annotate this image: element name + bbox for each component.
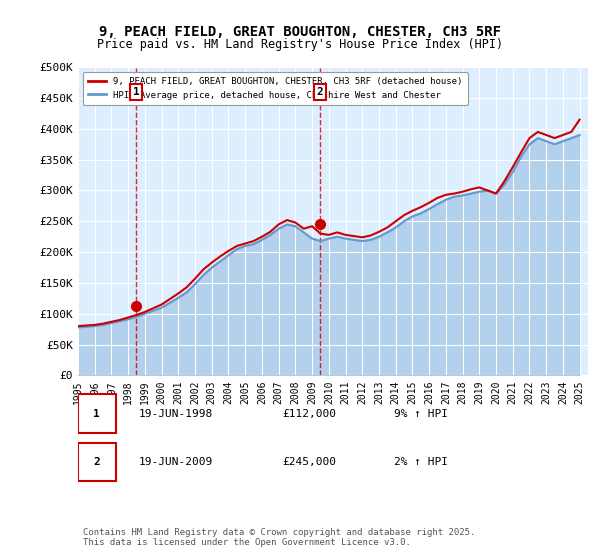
Text: Contains HM Land Registry data © Crown copyright and database right 2025.
This d: Contains HM Land Registry data © Crown c… — [83, 528, 475, 547]
Text: 1: 1 — [94, 409, 100, 418]
FancyBboxPatch shape — [78, 394, 116, 433]
Text: 2% ↑ HPI: 2% ↑ HPI — [394, 457, 448, 467]
Text: 1: 1 — [133, 87, 139, 97]
Text: 19-JUN-1998: 19-JUN-1998 — [139, 409, 214, 418]
Text: 2: 2 — [94, 457, 100, 467]
Text: 9, PEACH FIELD, GREAT BOUGHTON, CHESTER, CH3 5RF: 9, PEACH FIELD, GREAT BOUGHTON, CHESTER,… — [99, 25, 501, 39]
Legend: 9, PEACH FIELD, GREAT BOUGHTON, CHESTER, CH3 5RF (detached house), HPI: Average : 9, PEACH FIELD, GREAT BOUGHTON, CHESTER,… — [83, 72, 468, 105]
Text: 9% ↑ HPI: 9% ↑ HPI — [394, 409, 448, 418]
Text: Price paid vs. HM Land Registry's House Price Index (HPI): Price paid vs. HM Land Registry's House … — [97, 38, 503, 50]
Text: 19-JUN-2009: 19-JUN-2009 — [139, 457, 214, 467]
Text: £112,000: £112,000 — [282, 409, 336, 418]
Text: 2: 2 — [317, 87, 323, 97]
FancyBboxPatch shape — [78, 443, 116, 481]
Text: £245,000: £245,000 — [282, 457, 336, 467]
